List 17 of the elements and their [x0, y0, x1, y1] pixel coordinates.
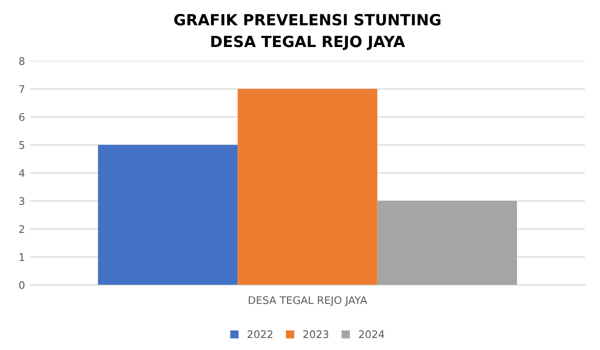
y-tick-label: 4	[19, 169, 25, 177]
y-tick-label: 6	[19, 113, 24, 122]
legend-label: 2022	[248, 330, 272, 338]
y-tick-label: 3	[19, 197, 24, 206]
y-tick-label: 7	[19, 85, 24, 93]
y-tick-label: 2	[19, 225, 24, 233]
legend-label: 2024	[359, 330, 384, 338]
bar	[98, 144, 238, 285]
y-tick-label: 1	[20, 253, 24, 261]
x-tick-label: DESA TEGAL REJO JAYA	[248, 296, 368, 306]
y-tick-label: 8	[19, 57, 24, 66]
y-tick-label: 0	[19, 281, 24, 290]
chart-title: GRAFIK PREVELENSI STUNTING DESA TEGAL REJO JAYA	[174, 14, 440, 50]
y-tick-label: 5	[19, 141, 24, 150]
bar	[377, 200, 518, 285]
bar	[238, 88, 378, 285]
legend-label: 2023	[303, 330, 328, 338]
